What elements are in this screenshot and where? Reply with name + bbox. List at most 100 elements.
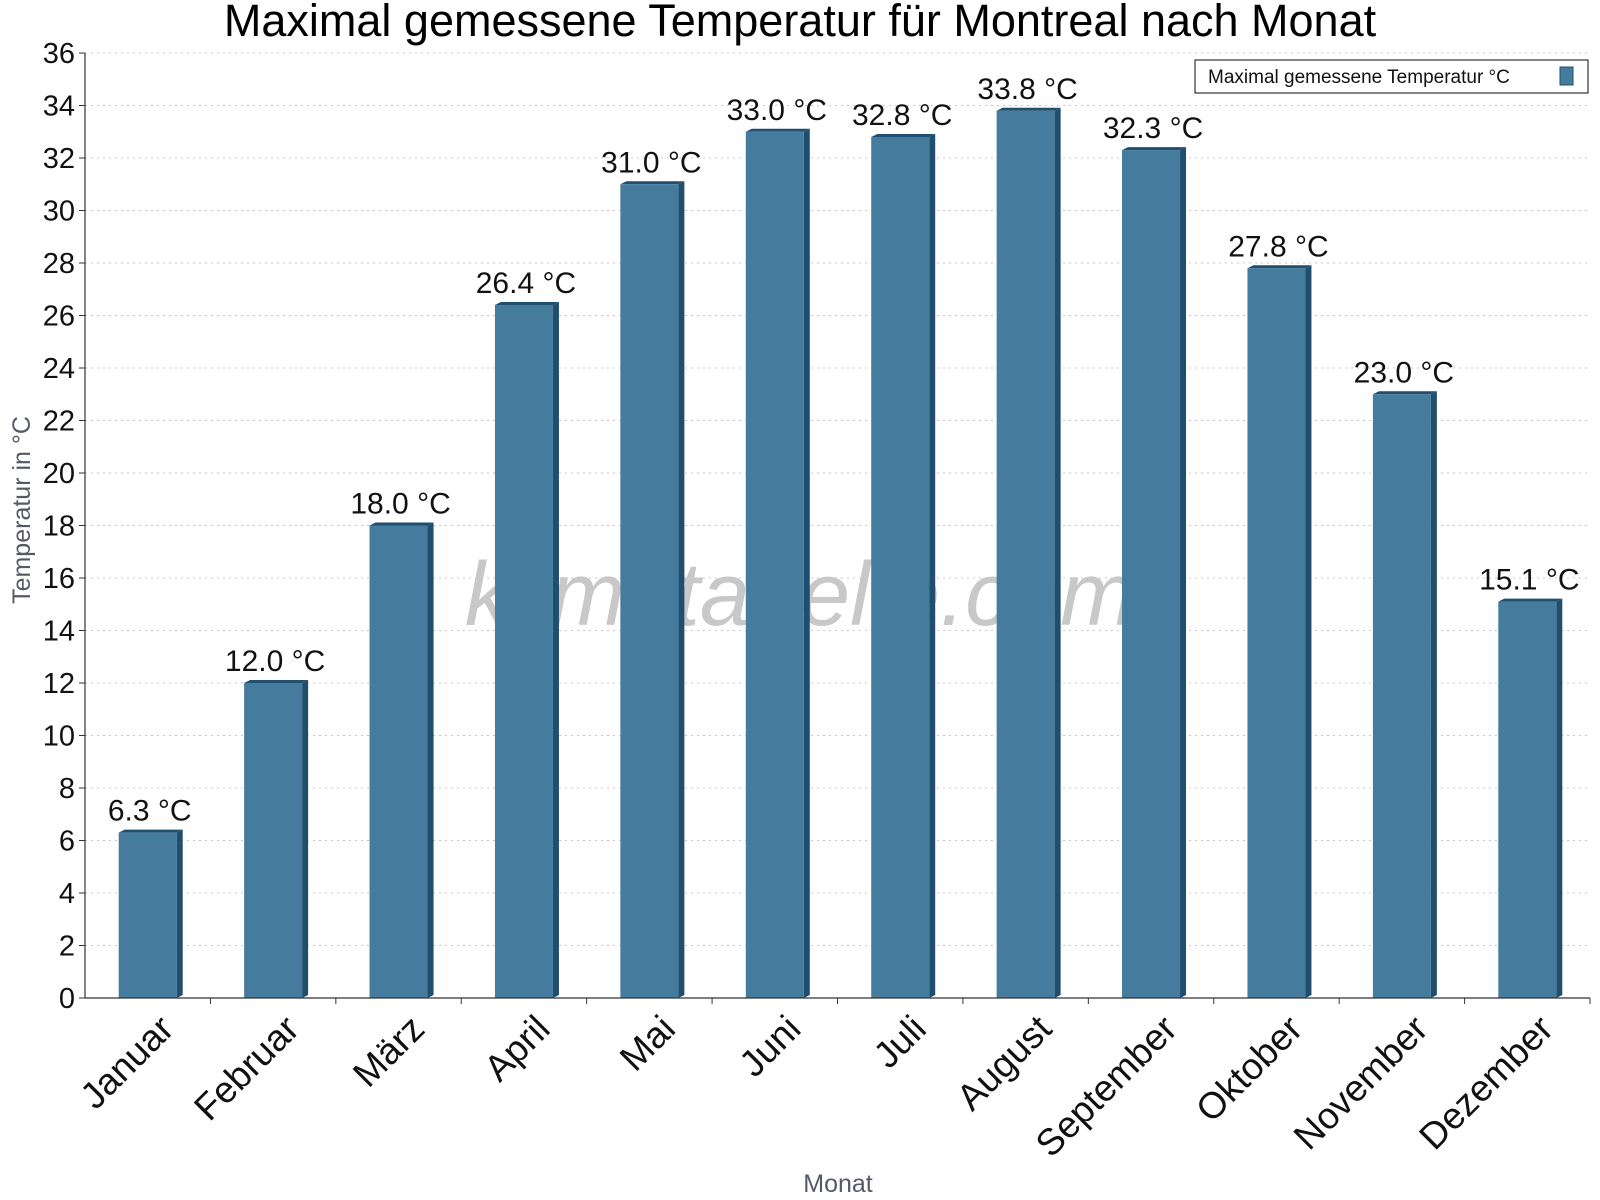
y-tick-label: 8 [59,773,75,805]
legend-box [1194,59,1589,94]
x-axis-title: Monat [803,1170,873,1198]
bar-side [427,522,434,998]
bar-front [244,683,303,998]
bar-front [1372,394,1431,998]
x-tick-label: Juni [731,1008,808,1085]
y-tick-label: 6 [59,826,75,858]
legend-swatch [1559,66,1574,86]
bar-side [1556,598,1563,998]
y-tick-label: 32 [43,143,75,175]
bar [1122,147,1187,998]
data-label: 23.0 °C [1354,356,1454,389]
x-tick-label: Oktober [1188,1008,1310,1130]
x-tick-label: Juli [866,1008,934,1076]
x-tick-label: Februar [186,1008,307,1129]
y-tick-label: 20 [43,458,75,490]
bar-top [1498,598,1563,602]
y-tick-label: 12 [43,668,75,700]
bar [871,134,936,998]
bar-front [118,832,177,998]
bar-top [745,128,810,132]
data-label: 31.0 °C [601,146,701,179]
legend: Maximal gemessene Temperatur °C [1194,59,1589,94]
bars-group [118,107,1563,998]
bar-front [996,110,1055,998]
bar-top [871,134,936,137]
data-label: 33.0 °C [727,94,827,127]
x-tick-label: Dezember [1411,1008,1561,1158]
x-tick-label: März [345,1008,432,1095]
chart-title: Maximal gemessene Temperatur für Montrea… [224,0,1377,46]
y-tick-label: 16 [43,563,75,595]
data-label: 6.3 °C [108,795,192,828]
bar-top [1372,391,1437,395]
y-tick-label: 18 [43,511,75,543]
y-tick-label: 28 [43,248,75,280]
bar-front [494,305,553,998]
bar-side [1180,147,1187,998]
x-tick-label: November [1286,1008,1436,1158]
data-label: 32.3 °C [1103,112,1203,145]
bar-top [118,829,183,833]
bar-front [369,525,428,998]
bar-top [369,522,434,526]
bar-front [871,137,930,998]
y-tick-label: 26 [43,301,75,333]
y-tick-label: 36 [43,38,75,70]
bar [118,829,183,998]
y-tick-label: 4 [59,878,75,910]
bar-side [678,181,685,998]
bar-front [1247,268,1306,998]
data-label: 18.0 °C [350,488,450,521]
y-axis-title: Temperatur in °C [8,416,36,604]
data-label: 27.8 °C [1228,230,1328,263]
data-label: 12.0 °C [225,645,325,678]
bar-top [1247,265,1312,269]
bar [1498,598,1563,998]
bar [369,522,434,998]
bar [620,181,685,998]
bar-top [620,181,685,185]
bar [244,680,309,998]
bar-side [929,134,936,998]
y-tick-label: 2 [59,931,75,963]
bar [494,302,559,998]
bar [1372,391,1437,998]
bar-side [552,302,559,998]
y-tick-label: 10 [43,721,75,753]
bar-side [1054,107,1061,998]
bar-side [803,128,810,998]
data-label: 32.8 °C [852,99,952,132]
bar-top [996,107,1061,111]
axes-group [79,52,1591,1004]
x-tick-label: Januar [72,1008,181,1117]
grid-lines [85,52,1590,946]
bar-top [494,302,559,305]
bar [745,128,810,998]
y-tick-label: 24 [43,353,75,385]
data-label: 26.4 °C [476,267,576,300]
bar-front [1122,150,1181,998]
bar [996,107,1061,998]
bar-top [244,680,309,683]
bar-front [620,184,679,998]
x-tick-label: April [476,1008,557,1089]
legend-label: Maximal gemessene Temperatur °C [1208,67,1510,88]
data-label: 33.8 °C [977,73,1077,106]
y-tick-label: 0 [59,983,75,1015]
x-tick-label: Mai [612,1008,683,1079]
bar-side [1305,265,1312,998]
data-label: 15.1 °C [1479,564,1579,597]
y-tick-label: 22 [43,406,75,438]
bar-side [302,680,309,998]
bar-front [745,131,804,998]
x-tick-label: August [949,1007,1060,1118]
x-tick-labels: Januar Februar März April Mai Juni Juli AugustS… [72,1007,1561,1164]
bar-side [176,829,183,998]
bar-front [1498,601,1557,998]
bar-side [1430,391,1437,998]
y-tick-label: 34 [43,91,75,123]
y-tick-label: 14 [43,616,75,648]
